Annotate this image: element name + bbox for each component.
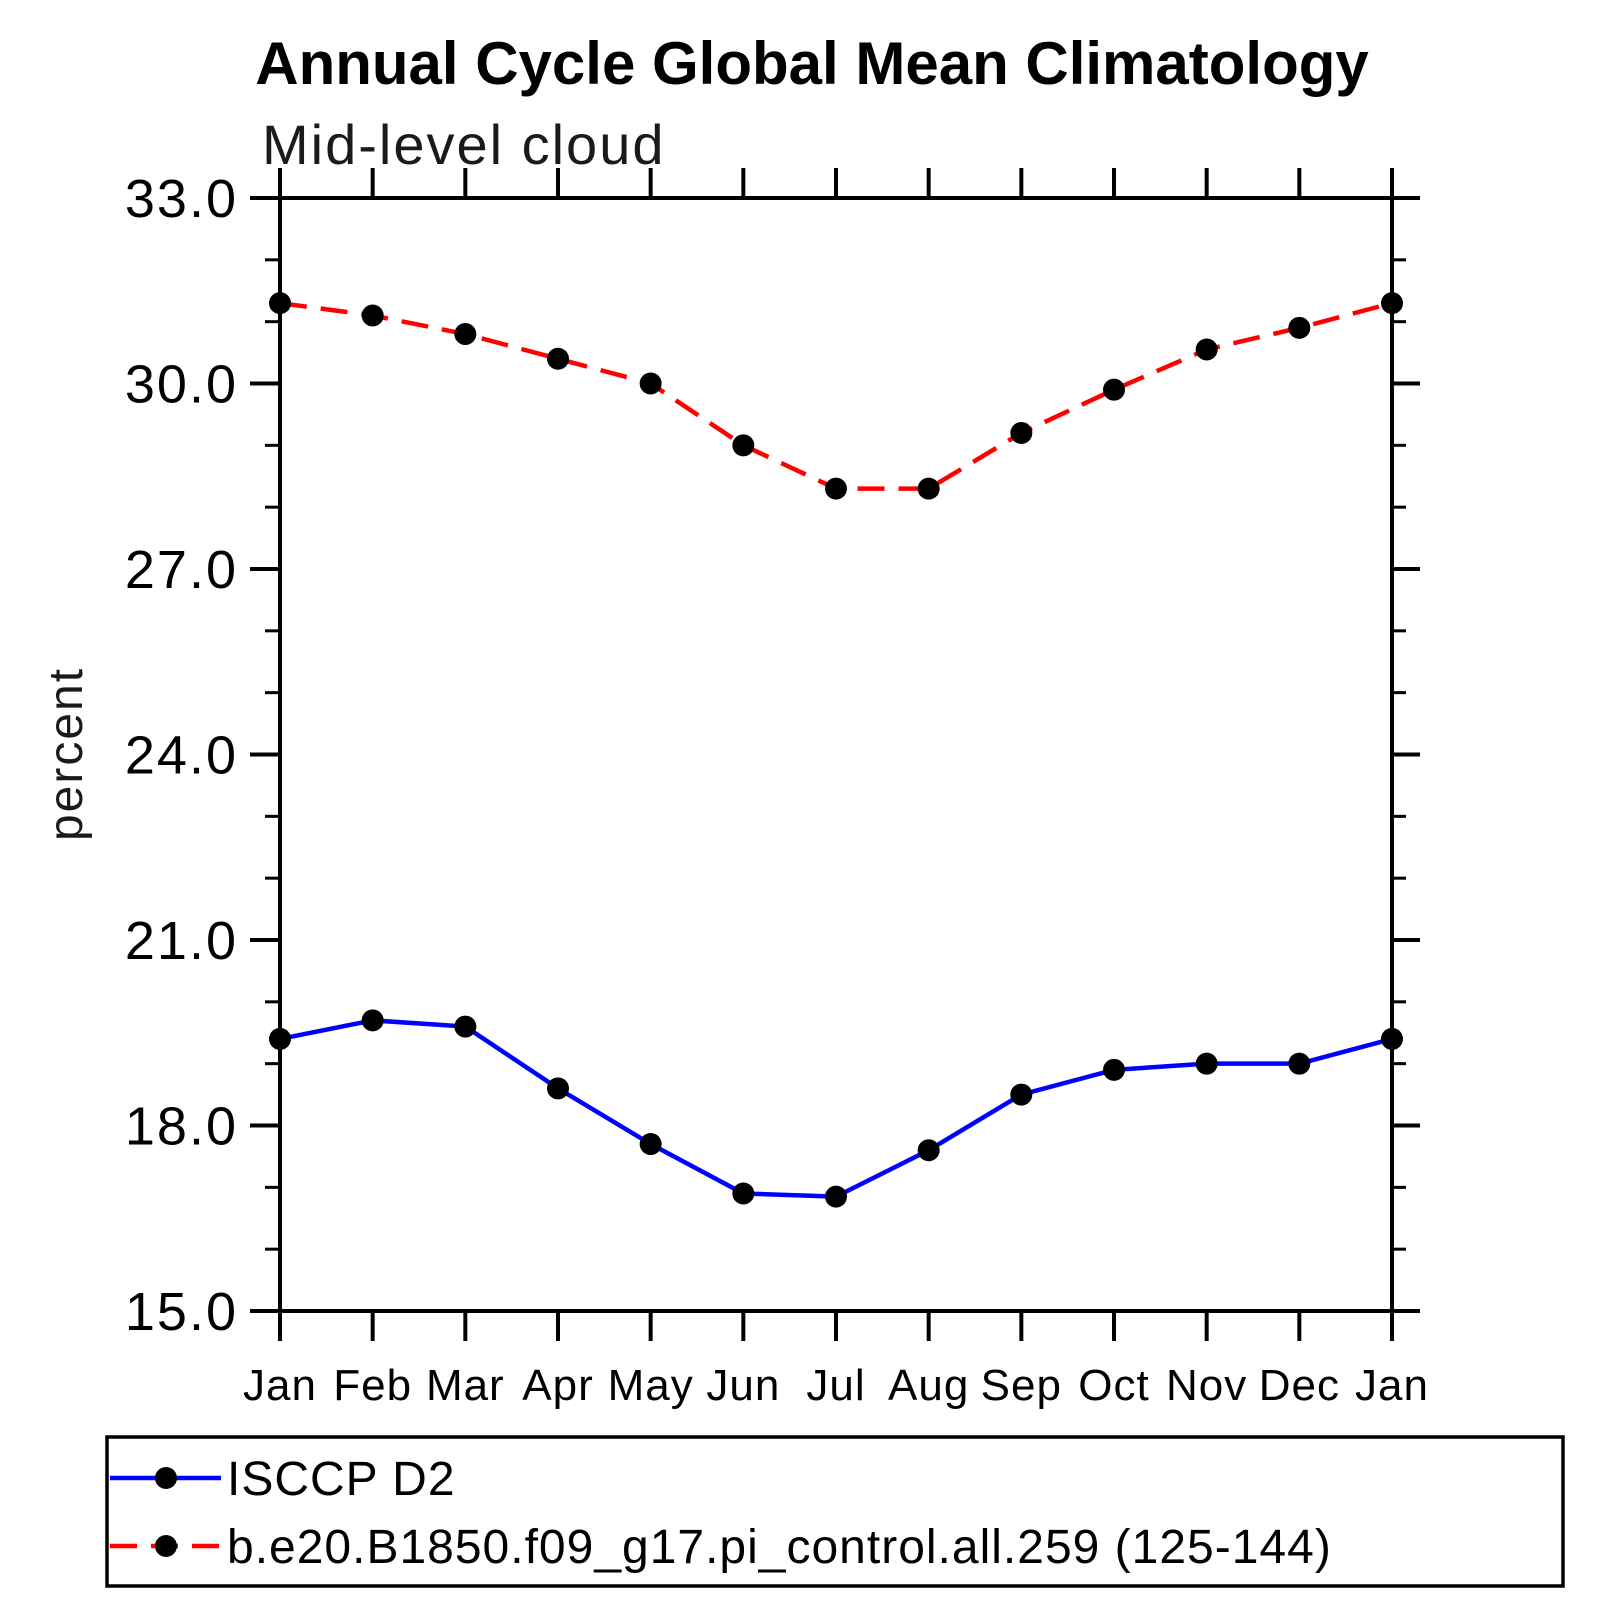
data-point-marker [1195, 1052, 1218, 1075]
data-point-marker [454, 1015, 477, 1038]
data-point-marker [1288, 1052, 1311, 1075]
x-tick-label: Oct [1078, 1361, 1149, 1410]
chart-title: Annual Cycle Global Mean Climatology [255, 30, 1369, 97]
data-point-marker [454, 323, 477, 346]
data-point-marker [732, 1182, 755, 1205]
series-layer [269, 292, 1403, 1208]
y-tick-label: 27.0 [125, 540, 238, 600]
data-point-marker [361, 1009, 384, 1032]
x-tick-label: Apr [522, 1361, 593, 1410]
data-point-marker [1381, 292, 1403, 315]
data-point-marker [1195, 338, 1218, 361]
data-point-marker [917, 1139, 940, 1162]
data-point-marker [639, 1133, 662, 1156]
legend-label-1: b.e20.B1850.f09_g17.pi_control.all.259 (… [227, 1521, 1332, 1574]
y-tick-label: 18.0 [125, 1097, 238, 1157]
data-point-marker [732, 434, 755, 457]
data-point-marker [269, 1027, 291, 1050]
y-tick-label: 15.0 [125, 1282, 238, 1342]
y-tick-label: 30.0 [125, 355, 238, 415]
axes-layer [250, 168, 1420, 1341]
x-tick-label: Jul [806, 1361, 865, 1410]
y-tick-label: 33.0 [125, 169, 238, 229]
data-point-marker [1103, 1058, 1125, 1081]
x-tick-label: Jun [706, 1361, 780, 1410]
data-point-marker [547, 1077, 569, 1100]
legend-marker-0 [155, 1467, 177, 1489]
data-point-marker [547, 347, 569, 370]
data-point-marker [1288, 316, 1311, 339]
y-axis-title: percent [40, 667, 93, 841]
series-line-1 [279, 300, 1393, 491]
y-tick-label: 21.0 [125, 911, 238, 971]
data-point-marker [917, 477, 940, 500]
x-tick-label: Mar [426, 1361, 505, 1410]
data-point-marker [1010, 421, 1033, 444]
tick-labels-layer: Jan Feb Mar Apr May Jun Jul Aug Sep Oct Nov Dec Jan1… [125, 169, 1429, 1410]
x-tick-label: Dec [1259, 1361, 1340, 1410]
legend-label-0: ISCCP D2 [227, 1453, 456, 1506]
data-point-marker [825, 477, 847, 500]
data-point-marker [1103, 378, 1125, 401]
chart-subtitle: Mid-level cloud [262, 113, 666, 176]
legend: ISCCP D2 b.e20.B1850.f09_g17.pi_control.a… [105, 1435, 1565, 1588]
data-point-marker [639, 372, 662, 395]
data-point-marker [1010, 1083, 1033, 1106]
x-tick-label: Sep [981, 1361, 1062, 1410]
legend-marker-1 [155, 1535, 177, 1557]
y-tick-label: 24.0 [125, 726, 238, 786]
x-tick-label: Feb [333, 1361, 412, 1410]
series-line-0 [279, 1018, 1393, 1199]
x-tick-label: Jan [1355, 1361, 1429, 1410]
x-tick-label: Jan [243, 1361, 317, 1410]
x-tick-label: May [608, 1361, 694, 1410]
x-tick-label: Nov [1166, 1361, 1247, 1410]
data-point-marker [825, 1185, 847, 1208]
x-tick-label: Aug [888, 1361, 969, 1410]
data-point-marker [361, 304, 384, 327]
data-point-marker [269, 292, 291, 315]
legend-box [105, 1435, 1565, 1588]
data-point-marker [1381, 1027, 1403, 1050]
